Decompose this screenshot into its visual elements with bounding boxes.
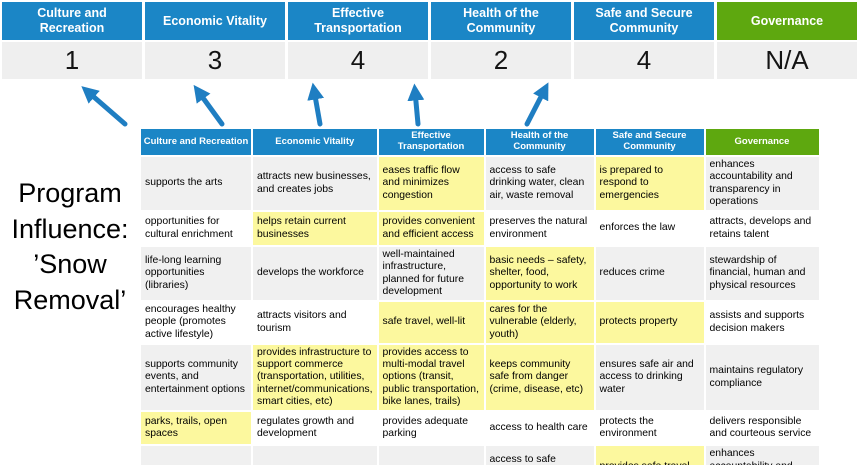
matrix-cell: reduces crime [594,246,705,302]
matrix-cell: encourages healthy people (promotes acti… [140,301,252,344]
matrix-row: opportunities for cultural enrichment hel… [140,211,820,247]
matrix-cell: develops the workforce [252,246,378,302]
score-cell: 4 [574,42,714,79]
matrix-cell: attracts, develops and retains talent [704,211,820,247]
matrix-cell: supports community events, and entertain… [140,343,252,412]
matrix-row: supports the arts attracts new businesses… [140,156,820,212]
matrix-cell: opportunities for cultural enrichment [140,211,252,247]
matrix-cell-highlighted: basic needs – safety, shelter, food, opp… [484,246,595,302]
matrix-cell: enforces the law [594,211,705,247]
matrix-row: vibrant downtownwalkable communityaccess… [140,445,820,465]
priority-banner-cell: Health of the Community [431,2,571,40]
matrix-cell: life-long learning opportunities (librar… [140,246,252,302]
matrix-cell-highlighted: cares for the vulnerable (elderly, youth… [484,301,595,344]
matrix-cell: ensures safe air and access to drinking … [594,343,705,412]
score-cell: N/A [717,42,857,79]
influence-arrow-3 [307,82,325,127]
matrix-cell: protects the environment [594,411,705,446]
matrix-cell: provides adequate parking [377,411,485,446]
matrix-cell: enhances accountability and transparency… [704,445,820,465]
matrix-cell-highlighted: safe travel, well-lit [377,301,485,344]
matrix-header-cell: Safe and Secure Community [594,128,705,156]
matrix-cell-highlighted: parks, trails, open spaces [140,411,252,446]
matrix-row: supports community events, and entertain… [140,343,820,412]
influence-matrix: Culture and Recreation Economic Vitality E… [140,128,820,465]
matrix-cell-highlighted: is prepared to respond to emergencies [594,156,705,212]
matrix-row: parks, trails, open spaces regulates grow… [140,411,820,446]
priority-banner: Culture and Recreation Economic Vitality E… [2,2,857,40]
matrix-header-row: Culture and Recreation Economic Vitality E… [140,128,820,156]
matrix-cell-highlighted: provides safe travel and mobility [594,445,705,465]
matrix-header-cell: Health of the Community [484,128,595,156]
matrix-header-cell: Effective Transportation [377,128,485,156]
matrix-cell-highlighted: helps retain current businesses [252,211,378,247]
influence-arrow-5 [524,82,549,127]
priority-banner-cell: Economic Vitality [145,2,285,40]
score-row: 1 3 4 2 4 N/A [2,42,857,79]
matrix-cell: enhances accountability and transparency… [704,156,820,212]
matrix-cell-highlighted: keeps community safe from danger (crime,… [484,343,595,412]
priority-banner-cell: Culture and Recreation [2,2,142,40]
matrix-cell: regulates growth and development [252,411,378,446]
matrix-cell: maintains regulatory compliance [704,343,820,412]
score-cell: 1 [2,42,142,79]
matrix-cell: assists and supports decision makers [704,301,820,344]
influence-arrow-2 [193,84,225,127]
matrix-header-cell: Culture and Recreation [140,128,252,156]
matrix-cell: walkable community [377,445,485,465]
matrix-cell: access to safe drinking water, clean air… [484,156,595,212]
influence-arrow-1 [81,86,128,127]
matrix-cell-highlighted: eases traffic flow and minimizes congest… [377,156,485,212]
priority-banner-cell: Effective Transportation [288,2,428,40]
influence-arrow-4 [407,83,425,127]
matrix-cell-highlighted: protects property [594,301,705,344]
program-influence-label: Program Influence: ’Snow Removal’ [11,178,129,315]
score-cell: 4 [288,42,428,79]
matrix-cell [140,445,252,465]
matrix-body: supports the arts attracts new businesses… [140,156,820,465]
score-cell: 3 [145,42,285,79]
matrix-header-cell: Economic Vitality [252,128,378,156]
matrix-row: life-long learning opportunities (librar… [140,246,820,302]
matrix-cell: delivers responsible and courteous servi… [704,411,820,446]
priority-banner-cell: Governance [717,2,857,40]
matrix-cell: supports the arts [140,156,252,212]
matrix-cell: stewardship of financial, human and phys… [704,246,820,302]
matrix-cell: well-maintained infrastructure, planned … [377,246,485,302]
matrix-row: encourages healthy people (promotes acti… [140,301,820,344]
score-cell: 2 [431,42,571,79]
matrix-cell-highlighted: provides convenient and efficient access [377,211,485,247]
matrix-cell: access to health care [484,411,595,446]
matrix-cell: attracts visitors and tourism [252,301,378,344]
matrix-cell: attracts new businesses, and creates job… [252,156,378,212]
matrix-cell-highlighted: provides infrastructure to support comme… [252,343,378,412]
matrix-cell: preserves the natural environment [484,211,595,247]
priority-banner-cell: Safe and Secure Community [574,2,714,40]
matrix-cell-highlighted: provides access to multi-modal travel op… [377,343,485,412]
matrix-header-cell: Governance [704,128,820,156]
matrix-cell: vibrant downtown [252,445,378,465]
matrix-cell: access to safe drinking water, clean air… [484,445,595,465]
influence-arrows [81,82,549,127]
